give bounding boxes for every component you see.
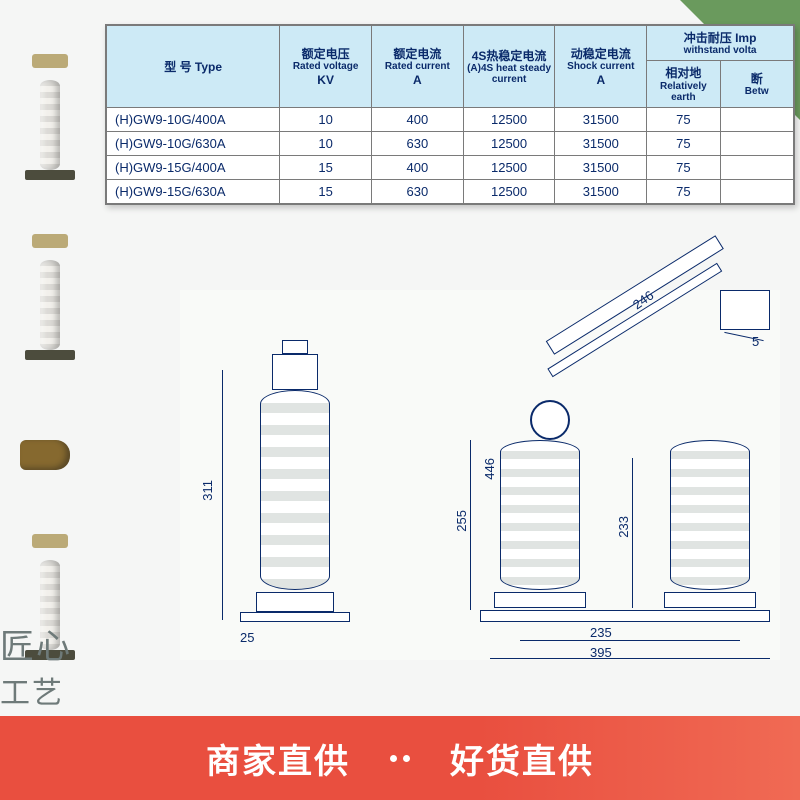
slogan-corner: 匠心 工艺 [0,619,72,712]
dimension-233: 233 [616,516,631,538]
banner-text-right: 好货直供 [450,734,594,783]
th-between: 断 Betw [720,61,793,107]
table-row: (H)GW9-15G/630A 15 630 12500 31500 75 [107,179,794,203]
th-earth: 相对地 Relatively earth [647,61,720,107]
dimension-5: 5 [752,334,759,349]
product-thumb-2 [0,220,100,360]
dimension-235: 235 [590,625,612,640]
table-row: (H)GW9-10G/400A 10 400 12500 31500 75 [107,107,794,131]
th-current: 额定电流 Rated current A [371,26,463,108]
th-voltage: 额定电压 Rated voltage KV [280,26,372,108]
dimension-311: 311 [200,480,215,501]
table-row: (H)GW9-15G/400A 15 400 12500 31500 75 [107,155,794,179]
dot-separator-icon [390,755,410,762]
table-row: (H)GW9-10G/630A 10 630 12500 31500 75 [107,131,794,155]
th-impulse-group: 冲击耐压 Imp withstand volta [647,26,794,61]
schematic-single-insulator: 311 25 [200,310,380,640]
banner-text-left: 商家直供 [206,734,350,783]
product-thumb-3 [0,400,100,480]
bottom-banner: 商家直供 好货直供 [0,716,800,800]
th-type: 型 号 Type [107,26,280,108]
product-thumbnail-strip [0,40,100,660]
schematic-assembly: 246 5 255 233 446 235 395 [440,290,780,650]
dimension-255: 255 [454,510,469,532]
product-thumb-1 [0,40,100,180]
dimension-395: 395 [590,645,612,660]
th-shock: 动稳定电流 Shock current A [555,26,647,108]
dimension-446: 446 [482,458,497,480]
th-steady: 4S热稳定电流 (A)4S heat steady current [463,26,555,108]
specification-table: 型 号 Type 额定电压 Rated voltage KV 额定电流 Rate… [105,24,795,205]
engineering-drawing: 311 25 246 5 255 233 446 235 395 [180,290,780,660]
dimension-25: 25 [240,630,254,645]
